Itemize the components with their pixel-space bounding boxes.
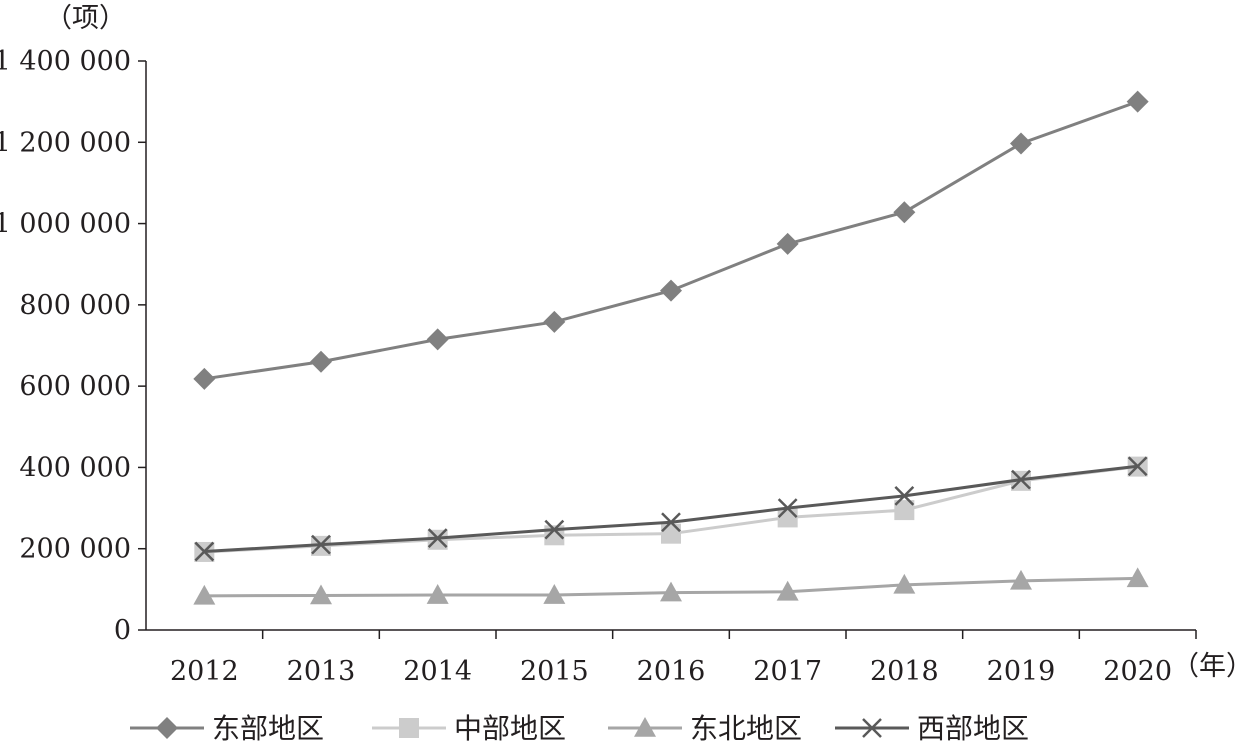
- diamond-marker: [660, 279, 682, 302]
- cross-marker: [894, 485, 915, 506]
- y-tick-label: 400 000: [19, 452, 131, 483]
- legend-label: 西部地区: [917, 712, 1029, 745]
- cross-marker: [427, 528, 448, 549]
- y-tick-label: 200 000: [19, 534, 131, 565]
- y-unit-label: （项）: [45, 3, 126, 34]
- square-marker: [399, 718, 419, 738]
- triangle-marker: [1010, 569, 1032, 590]
- diamond-marker: [193, 367, 216, 390]
- cross-marker-stroke: [544, 519, 565, 540]
- diamond-marker: [1126, 90, 1149, 113]
- y-tick-label: 1 200 000: [0, 127, 131, 158]
- diamond-marker: [310, 350, 332, 373]
- cross-marker-stroke: [862, 718, 882, 738]
- legend: 东部地区 中部地区 东北地区 西部地区: [130, 712, 1029, 745]
- cross-marker: [777, 498, 798, 518]
- cross-marker: [1011, 469, 1031, 490]
- cross-marker: [194, 541, 215, 562]
- legend-item: 东北地区: [608, 712, 802, 745]
- cross-marker-stroke: [777, 498, 798, 518]
- axes: 0 200 000 400 000 600 000 800 000 1 000 000 1 …: [0, 46, 1197, 687]
- triangle-marker: [1126, 567, 1149, 588]
- cross-marker: [661, 512, 681, 533]
- x-tick-label: 2016: [637, 656, 706, 687]
- x-tick-label: 2018: [870, 656, 939, 687]
- x-tick-label: 2013: [287, 656, 356, 687]
- series-square: [194, 456, 1148, 562]
- cross-marker-stroke: [661, 512, 681, 533]
- diamond-marker: [156, 717, 178, 739]
- cross-marker: [1127, 456, 1148, 477]
- cross-marker-stroke: [427, 528, 448, 549]
- x-tick-label: 2015: [520, 656, 589, 687]
- legend-item: 东部地区: [130, 712, 324, 745]
- y-tick-label: 600 000: [19, 371, 131, 402]
- legend-label: 东部地区: [212, 712, 324, 745]
- x-tick-label: 2020: [1103, 656, 1172, 687]
- cross-marker-stroke: [894, 485, 915, 506]
- series-line: [204, 100, 1139, 381]
- x-tick-label: 2012: [170, 656, 239, 687]
- triangle-marker: [543, 584, 566, 604]
- triangle-marker: [310, 584, 332, 605]
- legend-item: 西部地区: [835, 712, 1029, 745]
- y-tick-label: 1 400 000: [0, 46, 131, 77]
- triangle-marker: [660, 581, 682, 602]
- cross-marker-stroke: [1011, 469, 1031, 490]
- diamond-marker: [426, 328, 449, 351]
- triangle-marker: [634, 717, 656, 737]
- diamond-marker: [776, 232, 799, 255]
- triangle-marker: [776, 580, 799, 601]
- cross-marker-stroke: [311, 534, 331, 555]
- x-tick-label: 2014: [403, 656, 472, 687]
- series-cross: [194, 456, 1148, 562]
- series-triangle: [193, 567, 1149, 605]
- legend-label: 东北地区: [690, 712, 802, 745]
- cross-marker: [311, 534, 331, 555]
- cross-marker-stroke: [194, 541, 215, 562]
- triangle-marker: [193, 584, 216, 605]
- series-layer: [193, 90, 1149, 605]
- cross-marker-stroke: [1127, 456, 1148, 477]
- square-marker: [894, 500, 915, 521]
- diamond-marker: [893, 201, 916, 224]
- x-tick-label: 2017: [753, 656, 822, 687]
- legend-item: 中部地区: [372, 712, 566, 745]
- diamond-marker: [1010, 132, 1032, 155]
- square-marker: [661, 523, 681, 544]
- cross-marker: [544, 519, 565, 540]
- cross-marker: [862, 718, 882, 738]
- triangle-marker: [893, 573, 916, 594]
- y-tick-label: 800 000: [19, 290, 131, 321]
- diamond-marker: [543, 310, 566, 333]
- legend-label: 中部地区: [454, 712, 566, 745]
- x-tick-label: 2019: [987, 656, 1056, 687]
- y-tick-label: 0: [114, 615, 131, 646]
- x-unit-label: （年）: [1172, 651, 1253, 682]
- y-tick-label: 1 000 000: [0, 209, 131, 240]
- triangle-marker: [426, 584, 449, 604]
- series-diamond: [193, 90, 1149, 390]
